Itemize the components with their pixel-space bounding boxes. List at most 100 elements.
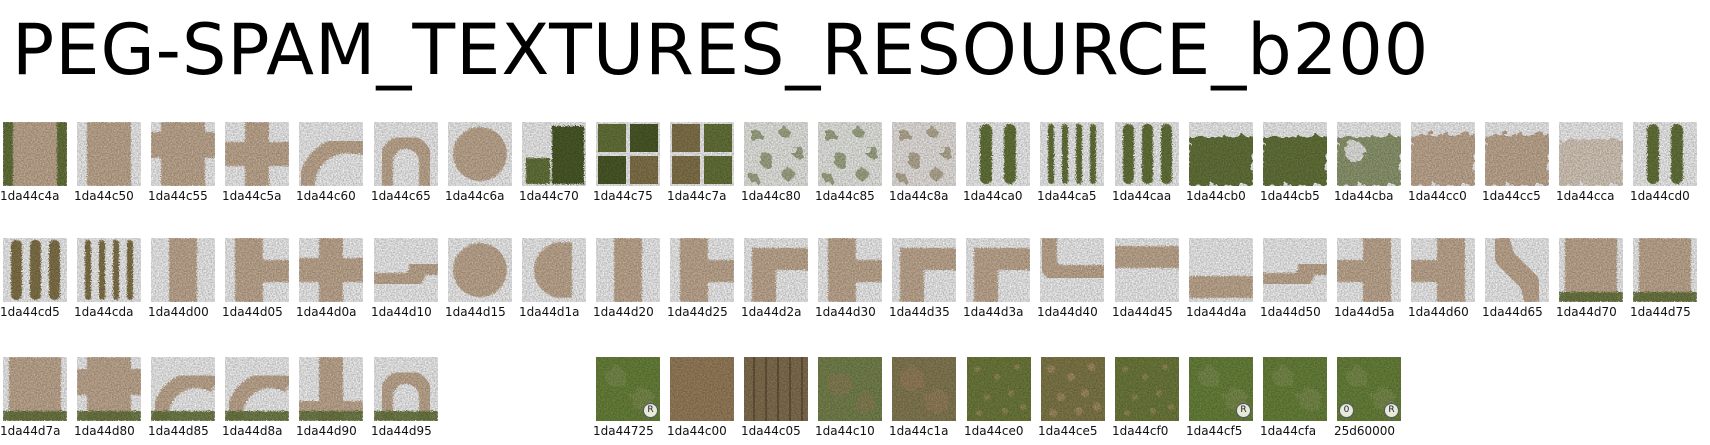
texture-thumbnail	[1485, 122, 1549, 186]
texture-tile: 1da44d45	[1112, 238, 1180, 324]
texture-thumbnail	[522, 122, 586, 186]
texture-label: 1da44cfa	[1260, 424, 1317, 438]
texture-thumbnail	[1411, 122, 1475, 186]
texture-thumbnail	[818, 357, 882, 421]
texture-tile: 1da44d95	[371, 357, 439, 443]
texture-thumbnail	[1040, 122, 1104, 186]
texture-thumbnail	[744, 238, 808, 302]
texture-label: 1da44d1a	[519, 305, 580, 319]
texture-label: 1da44725	[593, 424, 654, 438]
texture-label: 1da44cf5	[1186, 424, 1243, 438]
texture-label: 1da44cc5	[1482, 189, 1541, 203]
texture-label: 1da44d85	[148, 424, 209, 438]
texture-tile: 1da44cca	[1556, 122, 1624, 208]
texture-tile: 1da44d35	[889, 238, 957, 324]
texture-thumbnail	[1115, 238, 1179, 302]
texture-tile: 1da44c10	[815, 357, 883, 443]
texture-label: 1da44cd5	[0, 305, 60, 319]
texture-thumbnail	[225, 238, 289, 302]
texture-label: 1da44c00	[667, 424, 727, 438]
texture-label: 1da44cc0	[1408, 189, 1467, 203]
texture-label: 1da44d3a	[963, 305, 1024, 319]
texture-label: 1da44d65	[1482, 305, 1543, 319]
texture-label: 1da44d40	[1037, 305, 1098, 319]
texture-tile: 1da44d8a	[222, 357, 290, 443]
texture-label: 1da44d00	[148, 305, 209, 319]
texture-label: 1da44d5a	[1334, 305, 1395, 319]
texture-tile: 1da44d70	[1556, 238, 1624, 324]
texture-tile: 1da44d05	[222, 238, 290, 324]
texture-thumbnail	[374, 122, 438, 186]
texture-label: 1da44cb0	[1186, 189, 1246, 203]
texture-tile: 1da44cb0	[1186, 122, 1254, 208]
texture-label: 1da44ce5	[1038, 424, 1098, 438]
texture-label: 1da44d25	[667, 305, 728, 319]
texture-tile: R 1da44cf5	[1186, 357, 1254, 443]
texture-thumbnail	[670, 357, 734, 421]
texture-label: 1da44cca	[1556, 189, 1615, 203]
texture-tile: R 1da44725	[593, 357, 661, 443]
texture-tile: 1da44d85	[148, 357, 216, 443]
texture-tile: 1da44cb5	[1260, 122, 1328, 208]
texture-tile: 1da44c4a	[0, 122, 68, 208]
page-title: PEG-SPAM_TEXTURES_RESOURCE_b200	[12, 9, 1430, 91]
texture-tile: 1da44c5a	[222, 122, 290, 208]
texture-label: 1da44cb5	[1260, 189, 1320, 203]
texture-tile: 1da44c75	[593, 122, 661, 208]
texture-thumbnail	[818, 238, 882, 302]
texture-tile: 1da44d4a	[1186, 238, 1254, 324]
texture-thumbnail	[1559, 122, 1623, 186]
texture-label: 1da44d80	[74, 424, 135, 438]
texture-label: 1da44c80	[741, 189, 801, 203]
texture-label: 1da44ce0	[964, 424, 1024, 438]
texture-label: 1da44c05	[741, 424, 801, 438]
texture-label: 1da44c55	[148, 189, 208, 203]
texture-tile: 1da44d7a	[0, 357, 68, 443]
texture-label: 1da44c7a	[667, 189, 727, 203]
texture-tile: 1da44c50	[74, 122, 142, 208]
texture-label: 1da44c1a	[889, 424, 949, 438]
texture-tile: 1da44d00	[148, 238, 216, 324]
texture-tile: 1da44d2a	[741, 238, 809, 324]
texture-thumbnail	[1189, 122, 1253, 186]
texture-thumbnail	[1115, 357, 1179, 421]
texture-thumbnail	[3, 357, 67, 421]
texture-thumbnail	[77, 357, 141, 421]
texture-label: 1da44cba	[1334, 189, 1394, 203]
texture-label: 1da44d60	[1408, 305, 1469, 319]
texture-label: 1da44d70	[1556, 305, 1617, 319]
texture-tile: 1da44d65	[1482, 238, 1550, 324]
texture-thumbnail	[1040, 238, 1104, 302]
texture-thumbnail	[1041, 357, 1105, 421]
texture-tile: 1da44cda	[74, 238, 142, 324]
texture-label: 1da44ca0	[963, 189, 1023, 203]
texture-label: 1da44c50	[74, 189, 134, 203]
texture-thumbnail	[151, 357, 215, 421]
texture-thumbnail	[892, 122, 956, 186]
texture-thumbnail	[670, 122, 734, 186]
texture-thumbnail	[77, 122, 141, 186]
texture-tile: 1da44d60	[1408, 238, 1476, 324]
texture-tile: 1da44d25	[667, 238, 735, 324]
texture-thumbnail	[1559, 238, 1623, 302]
texture-tile: 1da44c55	[148, 122, 216, 208]
texture-thumbnail	[225, 357, 289, 421]
texture-tile: 1da44d10	[371, 238, 439, 324]
texture-label: 25d60000	[1334, 424, 1396, 438]
texture-label: 1da44d2a	[741, 305, 802, 319]
texture-tile: 1da44d3a	[963, 238, 1031, 324]
texture-badge: R	[1236, 403, 1251, 418]
texture-label: 1da44cf0	[1112, 424, 1169, 438]
texture-thumbnail	[967, 357, 1031, 421]
texture-thumbnail	[596, 122, 660, 186]
texture-thumbnail	[3, 122, 67, 186]
texture-thumbnail	[744, 122, 808, 186]
texture-tile: 1da44ca5	[1037, 122, 1105, 208]
texture-tile: 1da44cc5	[1482, 122, 1550, 208]
texture-thumbnail	[596, 238, 660, 302]
texture-tile: 1da44cc0	[1408, 122, 1476, 208]
texture-label: 1da44cd0	[1630, 189, 1690, 203]
texture-tile: 1da44cd5	[0, 238, 68, 324]
texture-thumbnail	[225, 122, 289, 186]
texture-thumbnail	[77, 238, 141, 302]
